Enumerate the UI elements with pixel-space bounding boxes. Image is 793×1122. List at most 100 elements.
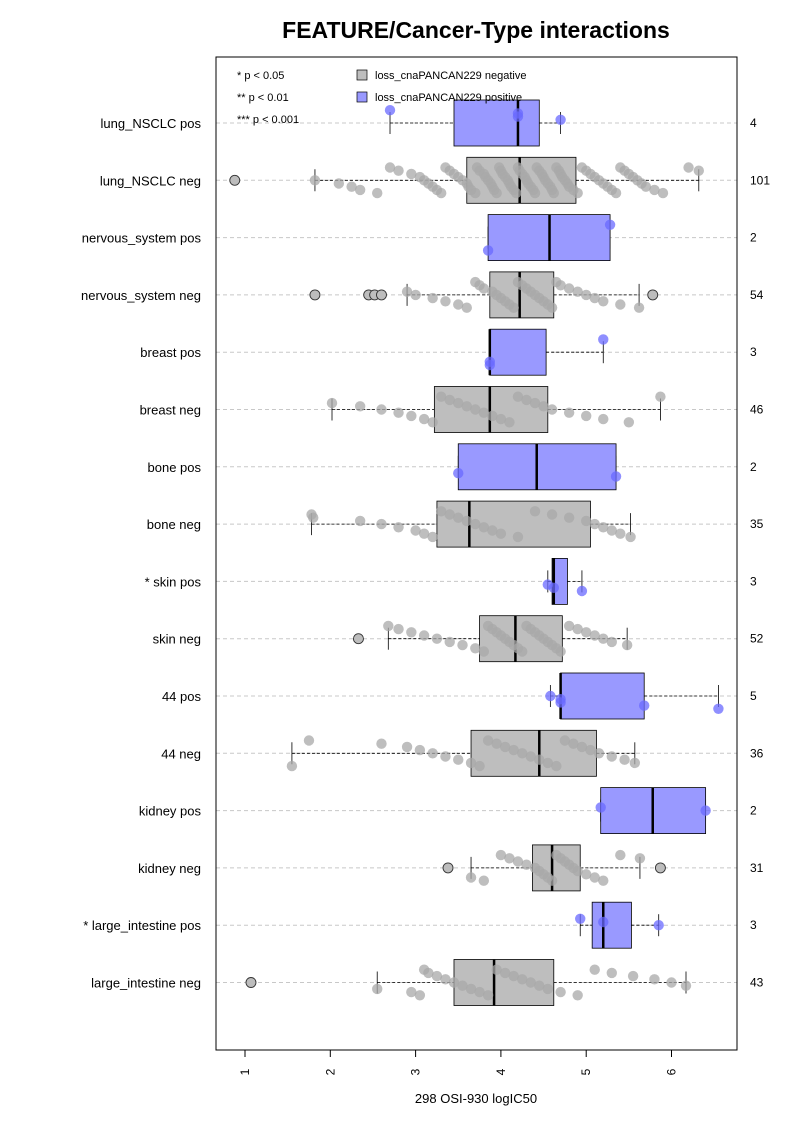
x-axis-label: 298 OSI-930 logIC50 (415, 1091, 537, 1106)
data-point (525, 751, 536, 762)
data-point (512, 531, 524, 543)
row-count: 2 (750, 460, 757, 474)
data-point (508, 302, 519, 313)
iqr-box (560, 672, 645, 720)
data-point (625, 531, 636, 543)
data-point (393, 522, 404, 533)
data-point (478, 646, 490, 657)
data-point (615, 849, 626, 861)
data-point (551, 760, 562, 772)
data-point (589, 964, 600, 975)
data-point (487, 525, 498, 536)
data-point (517, 974, 528, 985)
data-point (465, 757, 477, 769)
data-point (559, 735, 571, 746)
data-point (713, 703, 724, 714)
row-label: 44 pos (162, 689, 202, 704)
data-point (465, 872, 477, 883)
data-point (555, 280, 566, 291)
data-point (512, 856, 524, 867)
data-point (440, 296, 451, 307)
data-point (640, 181, 652, 192)
outlier-point (647, 289, 659, 301)
data-point (482, 735, 494, 746)
data-point (680, 980, 692, 991)
row-count: 3 (750, 918, 757, 932)
data-point (598, 296, 609, 307)
data-point (444, 636, 455, 648)
data-point (414, 990, 426, 1001)
legend-swatch (356, 69, 368, 81)
row-count: 3 (750, 345, 757, 359)
data-point (649, 974, 660, 985)
data-point (542, 983, 554, 995)
data-point (354, 184, 366, 196)
data-point (440, 974, 451, 985)
data-point (598, 916, 609, 928)
row-label: breast neg (140, 403, 201, 418)
data-point (534, 754, 545, 765)
data-point (563, 620, 575, 632)
iqr-box (591, 901, 632, 949)
data-point (700, 805, 711, 816)
data-point (593, 748, 605, 759)
data-point (418, 413, 430, 425)
data-point (504, 853, 515, 864)
row-count: 31 (750, 861, 764, 875)
data-point (491, 738, 502, 749)
data-point (461, 515, 472, 527)
row-count: 2 (750, 804, 757, 818)
data-point (572, 187, 583, 199)
data-point (478, 875, 490, 886)
data-point (649, 184, 660, 196)
data-point (414, 744, 426, 756)
data-point (581, 869, 592, 880)
data-point (448, 977, 460, 988)
data-point (435, 506, 447, 517)
outlier-point (442, 862, 454, 874)
data-point (326, 397, 338, 409)
iqr-box (489, 328, 547, 376)
data-point (512, 111, 524, 122)
row-count: 54 (750, 288, 764, 302)
row-count: 2 (750, 231, 757, 245)
data-point (484, 359, 496, 371)
data-point (610, 187, 622, 199)
data-point (653, 920, 664, 931)
data-point (478, 522, 490, 533)
data-point (440, 751, 451, 762)
row-label: large_intestine neg (91, 976, 201, 991)
data-point (474, 986, 485, 998)
row-count: 36 (750, 746, 764, 760)
data-point (545, 690, 556, 702)
data-point (303, 735, 315, 746)
point-layer (229, 105, 724, 1001)
data-point (534, 980, 545, 991)
row-labels: lung_NSCLC pos 4 lung_NSCLC neg 101 nervous_… (81, 116, 770, 991)
iqr-box (551, 558, 568, 605)
data-point (461, 401, 472, 412)
data-point (581, 515, 592, 527)
data-point (444, 509, 455, 520)
outlier-point (352, 633, 364, 645)
data-point (606, 525, 617, 536)
data-point (548, 582, 559, 593)
data-point (572, 286, 583, 297)
data-point (615, 528, 626, 539)
data-point (410, 289, 421, 301)
data-point (512, 391, 524, 402)
data-point (598, 633, 609, 644)
data-point (435, 391, 447, 402)
data-point (372, 983, 383, 995)
data-point (309, 175, 321, 186)
data-point (521, 394, 532, 406)
data-point (393, 165, 404, 176)
row-label: 44 neg (161, 746, 201, 761)
x-tick-label: 6 (665, 1068, 679, 1075)
iqr-box (433, 386, 549, 433)
row-count: 43 (750, 976, 764, 990)
legend-label: loss_cnaPANCAN229 positive (375, 92, 522, 104)
data-point (406, 168, 417, 180)
data-point (598, 334, 609, 345)
